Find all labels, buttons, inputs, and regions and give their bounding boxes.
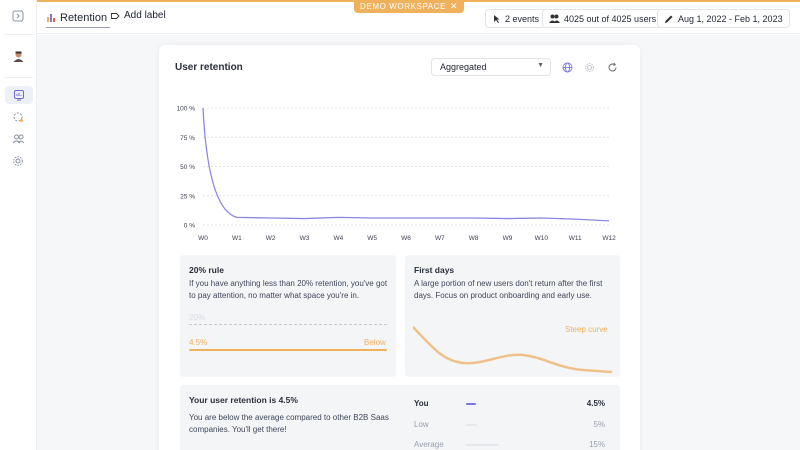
settings-icon[interactable] [582,60,596,74]
curve-label: Steep curve [565,325,608,334]
compare-value-average: 15% [588,440,605,449]
date-range-button[interactable]: Aug 1, 2022 - Feb 1, 2023 [657,9,790,28]
add-label-button[interactable]: Add label [110,10,166,21]
x-tick-label: W5 [367,235,377,242]
refresh-icon[interactable] [605,60,619,74]
retention-chart: 100 % 75 % 50 % 25 % 0 %W0 W1 W2 W3 W4 W5 W6 W7 W8 W9… [177,106,617,243]
y-tick-label: 100 % [177,106,196,113]
globe-icon[interactable] [560,60,574,74]
x-tick-label: W12 [602,235,616,242]
add-label-text: Add label [124,10,166,21]
tab-retention-label: Retention [60,12,108,24]
value-line [189,349,387,351]
events-button[interactable]: 2 events [485,9,547,28]
first-days-panel: First days A large portion of new users … [405,255,620,377]
retention-card: User retention Aggregated ▼ 100 % 75 % 50 … [159,45,640,450]
x-tick-label: W11 [569,235,582,242]
report-icon [14,90,24,101]
threshold-line [189,324,387,325]
bar-chart-icon [47,14,55,22]
users-icon [12,134,24,144]
sidebar-item-users[interactable] [9,130,27,148]
compare-label-average: Average [414,440,444,449]
avatar[interactable] [9,47,27,65]
summary-panel: Your user retention is 4.5% You are belo… [180,385,620,450]
threshold-label: 20% [189,313,206,322]
first-days-title: First days [414,265,455,275]
compare-label-you: You [414,399,429,408]
sidebar-divider [4,77,33,78]
summary-text: You are below the average compared to ot… [189,413,389,434]
sidebar-item-loading[interactable] [9,108,27,126]
x-tick-label: W1 [232,235,242,242]
date-range-text: Aug 1, 2022 - Feb 1, 2023 [678,13,783,24]
compare-label-low: Low [414,420,429,429]
steep-curve [413,325,613,373]
sidebar-divider [4,34,33,35]
collapse-sidebar-icon[interactable] [9,7,27,25]
users-count: 4025 out of 4025 users [564,13,657,24]
x-tick-label: W10 [535,235,549,242]
spinner-icon [13,112,23,122]
aggregation-select-value: Aggregated [440,62,487,72]
x-tick-label: W7 [435,235,445,242]
x-tick-label: W4 [333,235,343,242]
y-tick-label: 75 % [180,135,195,142]
compare-bar-you [466,403,476,405]
cursor-click-icon [494,14,500,23]
aggregation-select[interactable]: Aggregated ▼ [431,58,551,76]
x-tick-label: W3 [300,235,310,242]
rule-panel-title: 20% rule [189,265,224,275]
summary-title: Your user retention is 4.5% [189,395,298,405]
tab-retention[interactable]: Retention [46,9,111,28]
y-tick-label: 50 % [180,164,195,171]
x-tick-label: W2 [266,235,276,242]
retention-line [202,107,610,222]
x-tick-label: W8 [469,235,479,242]
value-label: 4.5% [189,338,208,347]
demo-workspace-label: DEMO WORKSPACE [360,2,447,11]
status-label: Below [364,338,386,347]
rule-panel-text: If you have anything less than 20% reten… [189,279,388,300]
card-title: User retention [175,62,243,73]
compare-value-low: 5% [593,420,605,429]
users-button[interactable]: 4025 out of 4025 users [542,9,664,28]
sidebar-item-analytics[interactable] [5,86,33,104]
events-count: 2 events [505,13,540,24]
sidebar-item-settings[interactable] [9,152,27,170]
tag-icon [111,12,120,19]
y-tick-label: 25 % [180,193,195,200]
x-tick-label: W9 [503,235,513,242]
y-tick-label: 0 % [184,223,195,230]
rule-panel: 20% rule If you have anything less than … [180,255,396,377]
first-days-text: A large portion of new users don't retur… [414,279,603,300]
close-icon[interactable]: ✕ [450,1,459,11]
compare-bar-average [466,444,499,446]
demo-workspace-badge: DEMO WORKSPACE ✕ [354,0,465,13]
pencil-icon [665,15,673,23]
compare-bar-low [466,424,477,426]
x-tick-label: W6 [401,235,411,242]
sidebar [0,0,37,450]
gear-icon [13,156,23,166]
users-icon [549,14,560,23]
chevron-down-icon: ▼ [537,62,544,69]
x-tick-label: W0 [198,235,208,242]
compare-value-you: 4.5% [586,399,605,408]
